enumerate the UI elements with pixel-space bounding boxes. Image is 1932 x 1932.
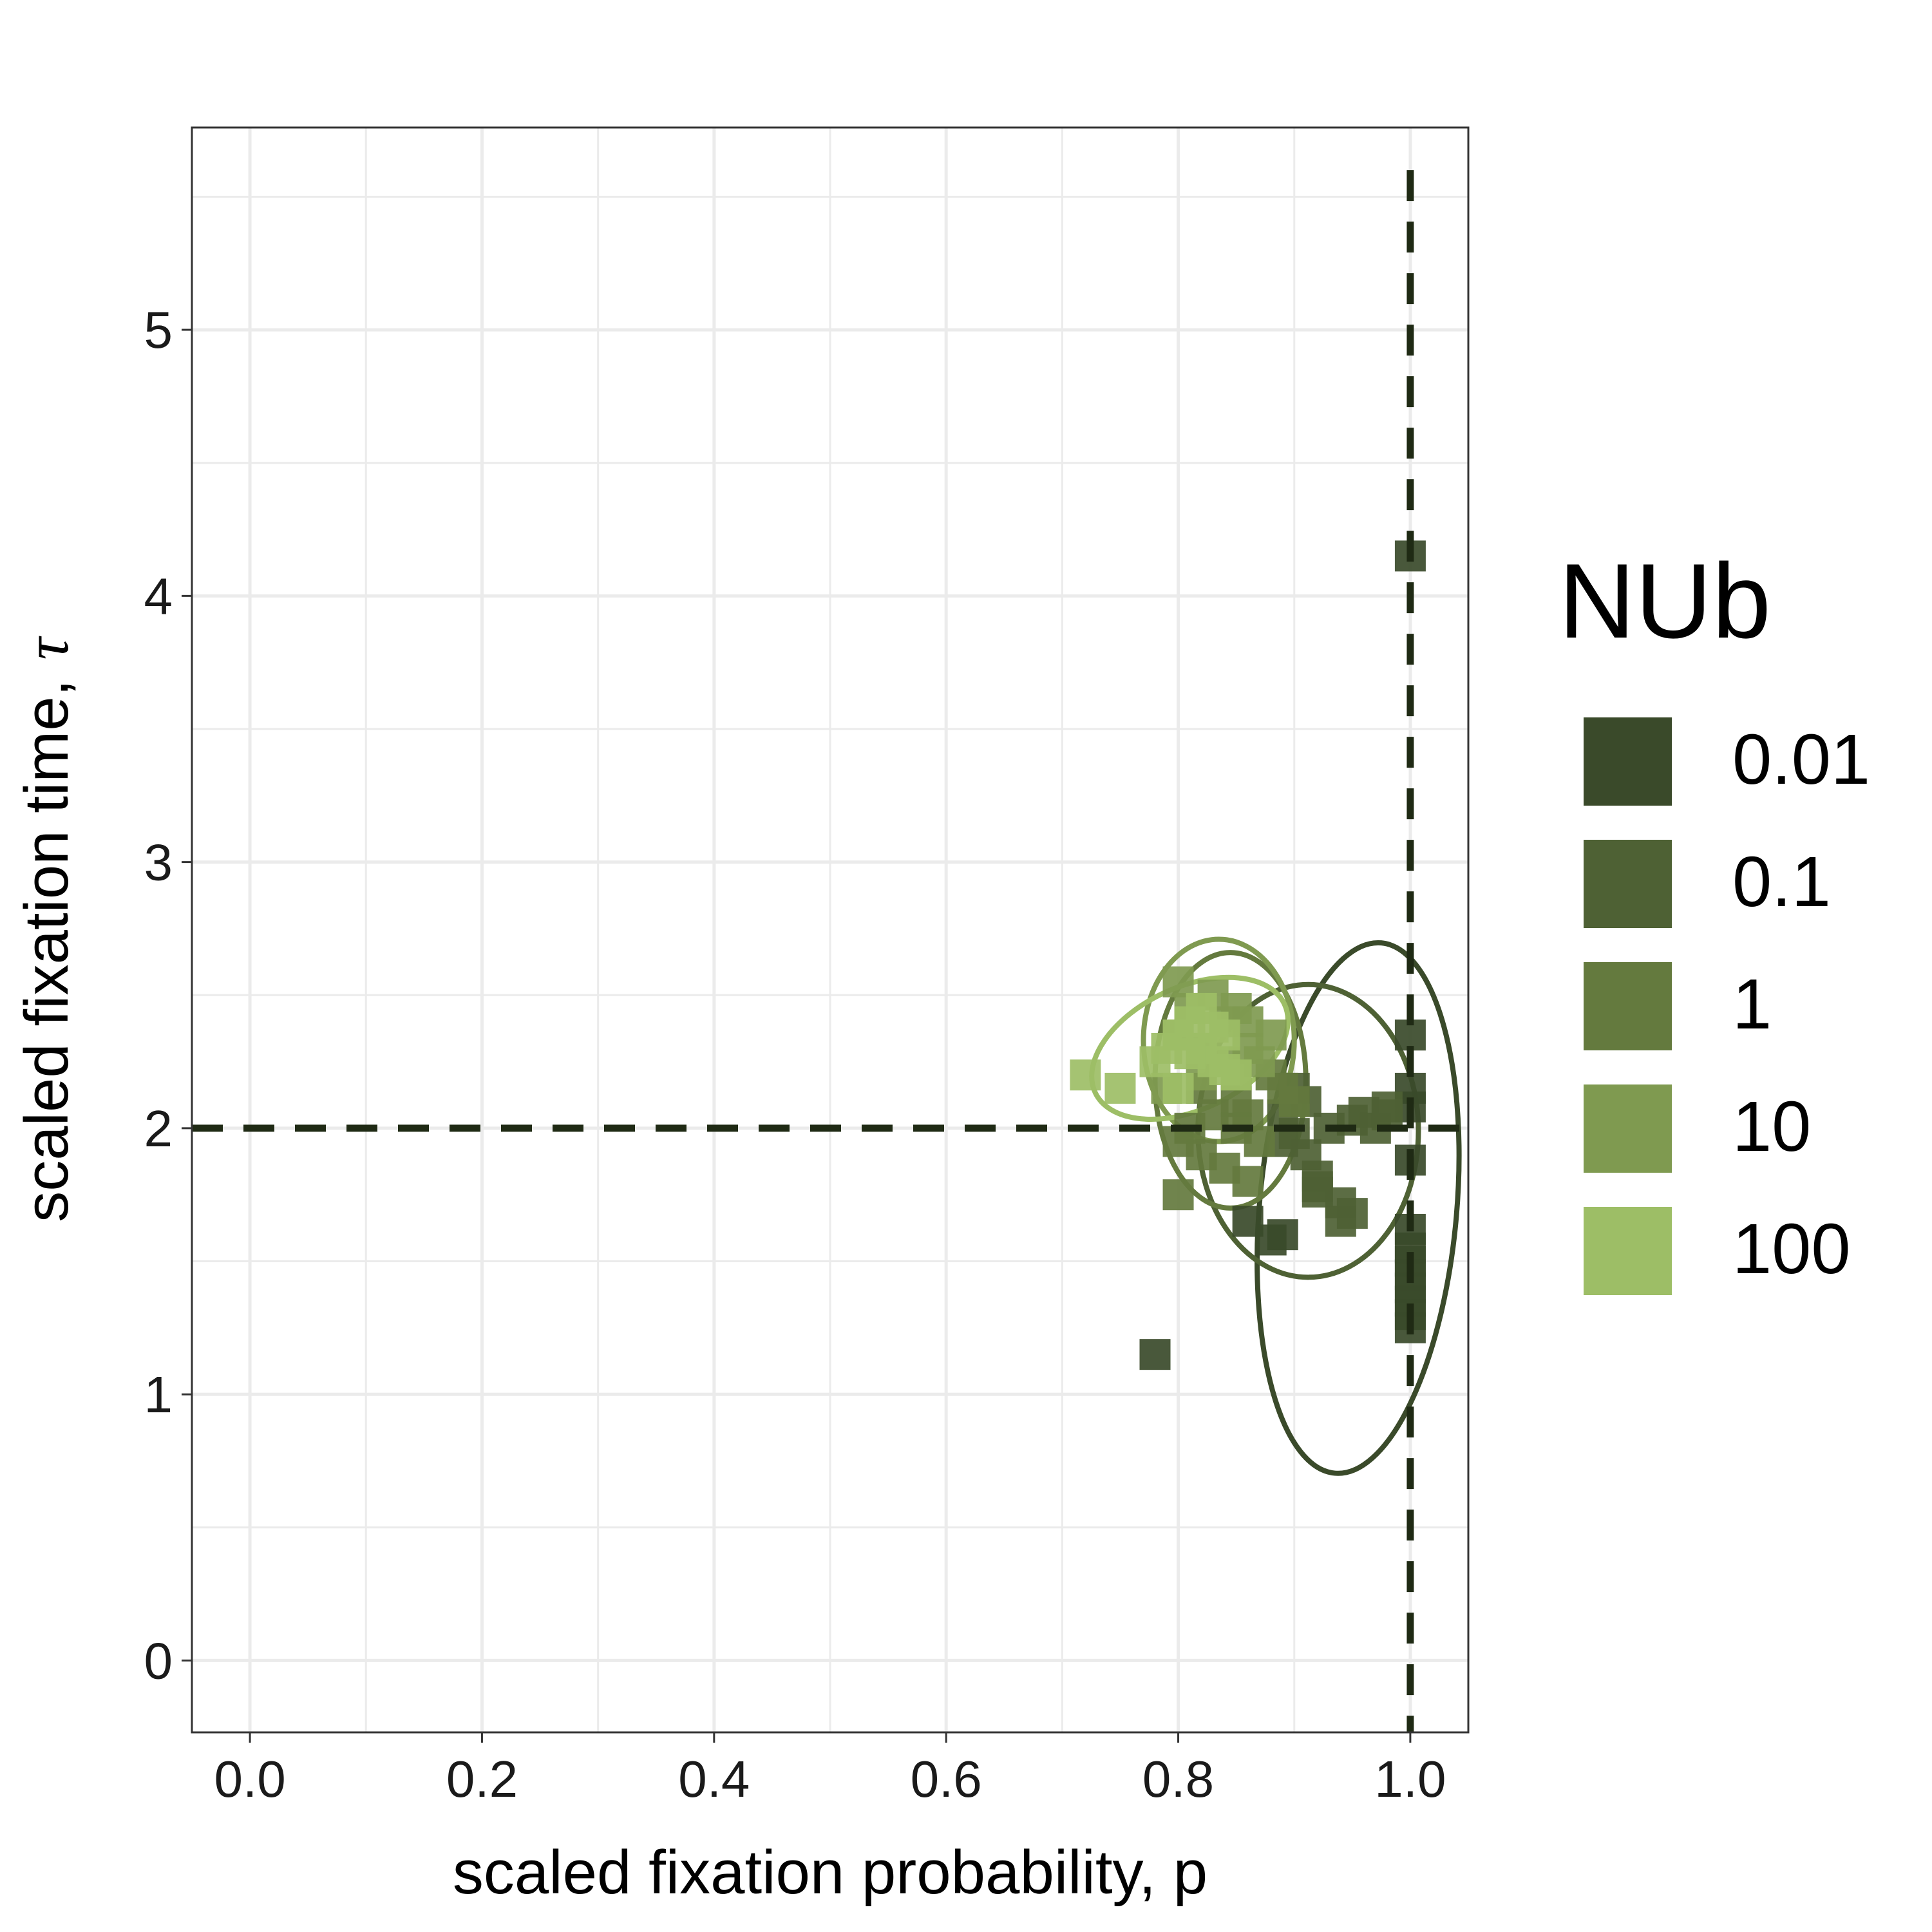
x-tick-label: 0.0 <box>214 1750 285 1808</box>
point-0.1 <box>1371 1091 1403 1122</box>
y-tick-label: 2 <box>144 1100 173 1157</box>
point-100 <box>1162 1072 1194 1104</box>
x-tick-label: 1.0 <box>1374 1750 1446 1808</box>
legend-label: 10 <box>1732 1087 1811 1166</box>
y-tick-label: 0 <box>144 1632 173 1689</box>
x-tick-label: 0.4 <box>678 1750 750 1808</box>
point-100 <box>1174 1038 1206 1070</box>
legend: NUb 0.01 0.1 1 10 100 <box>1558 542 1870 1295</box>
x-tick-label: 0.6 <box>911 1750 982 1808</box>
point-100 <box>1209 1054 1240 1085</box>
legend-label: 0.1 <box>1732 842 1831 922</box>
ellipse-10 <box>1141 936 1297 1144</box>
legend-key-0.01 <box>1584 717 1672 806</box>
legend-key-1 <box>1584 962 1672 1050</box>
y-tick-label: 4 <box>144 567 173 625</box>
y-axis-label-text: scaled fixation time, <box>12 679 81 1222</box>
x-tick-label: 0.8 <box>1142 1750 1214 1808</box>
reference-lines <box>192 170 1468 1732</box>
point-0.1 <box>1302 1171 1333 1202</box>
point-100 <box>1070 1059 1101 1091</box>
y-axis-label-symbol: τ <box>12 636 81 660</box>
x-axis-label: scaled fixation probability, p <box>453 1838 1208 1907</box>
point-0.01 <box>1139 1339 1171 1370</box>
point-10 <box>1162 966 1194 998</box>
point-1 <box>1278 1086 1310 1117</box>
plot-border <box>191 126 1470 1734</box>
legend-label: 100 <box>1732 1209 1851 1289</box>
y-tick-label: 3 <box>144 834 173 891</box>
x-tick-label: 0.2 <box>446 1750 518 1808</box>
point-100 <box>1104 1072 1136 1104</box>
legend-key-10 <box>1584 1084 1672 1173</box>
legend-key-0.1 <box>1584 840 1672 928</box>
legend-key-100 <box>1584 1207 1672 1295</box>
legend-label: 0.01 <box>1732 720 1870 799</box>
point-100 <box>1197 1011 1229 1043</box>
y-axis-label: scaled fixation time, τ <box>12 636 81 1222</box>
plot-area <box>191 126 1470 1734</box>
x-axis: 0.0 0.2 0.4 0.6 0.8 1.0 <box>214 1732 1446 1808</box>
y-tick-label: 5 <box>144 301 173 359</box>
y-tick-label: 1 <box>144 1366 173 1423</box>
legend-label: 1 <box>1732 965 1772 1044</box>
point-0.1 <box>1325 1206 1356 1237</box>
point-0.01 <box>1267 1219 1298 1251</box>
point-1 <box>1232 1166 1264 1197</box>
legend-title: NUb <box>1558 542 1771 660</box>
y-axis: 0 1 2 3 4 5 <box>144 301 192 1689</box>
point-1 <box>1162 1179 1194 1211</box>
